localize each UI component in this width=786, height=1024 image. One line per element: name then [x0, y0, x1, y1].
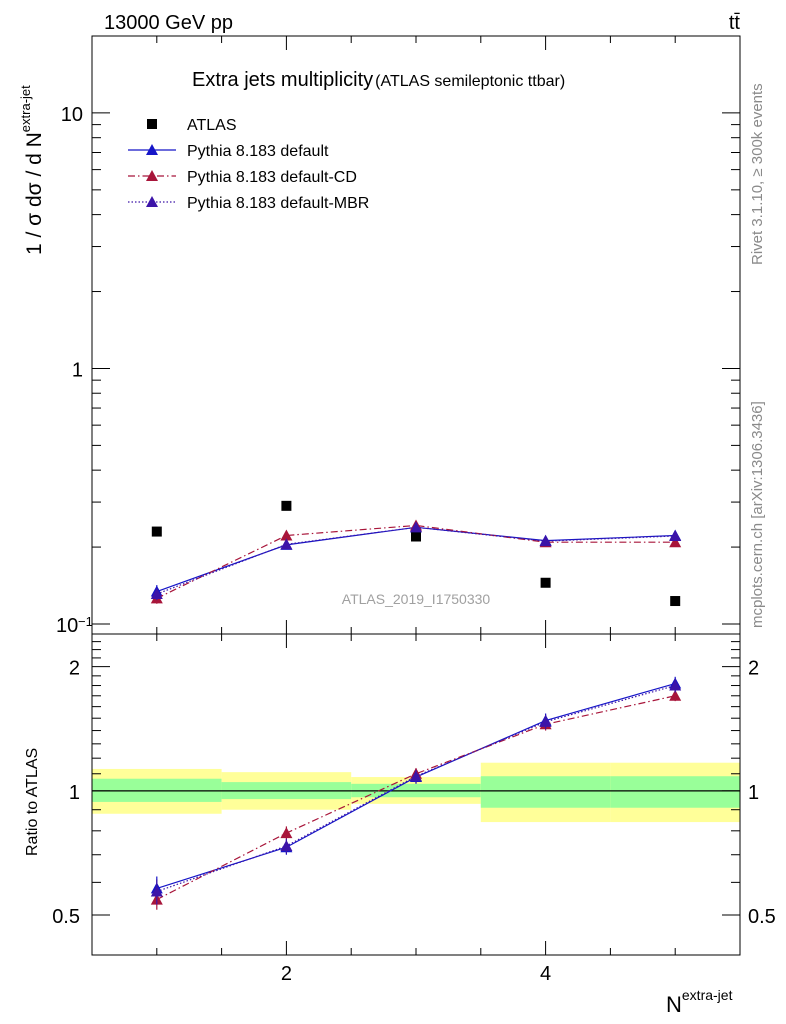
x-axis-label-sup: extra-jet [682, 987, 733, 1003]
ratio-data-point [669, 689, 682, 701]
process-label: tt̄ [729, 12, 741, 34]
data-point [539, 535, 552, 547]
x-axis-label: Nextra-jet [666, 987, 733, 1017]
data-point [151, 526, 162, 537]
data-point [280, 529, 293, 541]
legend-marker [147, 119, 157, 129]
legend-label: Pythia 8.183 default-MBR [187, 195, 369, 212]
chart-title-main: Extra jets multiplicity [192, 69, 373, 91]
legend-label: Pythia 8.183 default-CD [187, 169, 357, 186]
ratio-data-point [280, 827, 293, 839]
data-point [540, 577, 551, 588]
mcplots-label: mcplots.cern.ch [arXiv:1306.3436] [749, 401, 766, 628]
ratio-y-tick-label-right-1: 1 [748, 782, 759, 804]
y-tick-label-0.1-exp: −1 [78, 614, 93, 629]
legend-marker [146, 170, 158, 181]
legend-marker [146, 196, 158, 207]
ratio-data-point [150, 885, 163, 897]
main-y-axis-label-text: 1 / σ dσ / d N [23, 132, 46, 255]
main-y-axis-label-sup: extra-jet [18, 85, 33, 132]
legend-entry-4: Pythia 8.183 default-MBR [128, 195, 369, 212]
ratio-series-line [156, 695, 676, 901]
data-point [669, 536, 682, 548]
energy-label: 13000 GeV pp [104, 12, 233, 34]
data-point [670, 596, 681, 607]
series-1 [151, 500, 681, 607]
data-point [411, 531, 421, 542]
y-tick-label-10: 10 [61, 104, 83, 126]
data-point [410, 521, 422, 533]
ratio-y-tick-label-2: 2 [69, 658, 80, 680]
chart-title: Extra jets multiplicity (ATLAS semilepton… [192, 69, 565, 91]
ratio-series-3 [150, 678, 682, 905]
ratio-plot: 2 4 2 2 1 1 0.5 0.5 [52, 633, 776, 985]
series-4 [150, 521, 682, 601]
ratio-data-point [280, 840, 293, 852]
x-tick-label-4: 4 [540, 963, 551, 985]
analysis-watermark: ATLAS_2019_I1750330 [342, 591, 491, 607]
data-point [669, 529, 682, 541]
ratio-y-axis-label: Ratio to ATLAS [24, 748, 41, 856]
y-tick-label-1: 1 [72, 359, 83, 381]
ratio-y-tick-label-0.5: 0.5 [52, 906, 80, 928]
ratio-data-point [539, 715, 552, 727]
main-y-axis-label: 1 / σ dσ / d Nextra-jet [18, 85, 46, 255]
legend: ATLAS Pythia 8.183 default Pythia 8.183 de… [128, 117, 369, 212]
x-tick-label-2: 2 [281, 963, 292, 985]
ratio-y-tick-label-1: 1 [69, 782, 80, 804]
rivet-label: Rivet 3.1.10, ≥ 300k events [749, 83, 766, 265]
stat-band-bin-5 [610, 776, 740, 808]
stat-band-bin-4 [480, 776, 611, 808]
legend-entry-2: Pythia 8.183 default [128, 143, 329, 160]
legend-entry-3: Pythia 8.183 default-CD [128, 169, 357, 186]
ratio-data-point [410, 770, 422, 782]
legend-marker [146, 144, 158, 155]
ratio-y-tick-label-right-0.5: 0.5 [748, 906, 776, 928]
chart-subtitle: (ATLAS semileptonic ttbar) [375, 73, 565, 90]
ratio-y-tick-label-right-2: 2 [748, 658, 759, 680]
data-point [281, 500, 292, 511]
legend-label: Pythia 8.183 default [187, 143, 329, 160]
y-tick-label-0.1: 10 [56, 615, 78, 637]
ratio-data-point [669, 679, 682, 691]
legend-entry-1: ATLAS [147, 117, 237, 134]
data-point [280, 538, 293, 550]
data-point [150, 588, 163, 600]
legend-label: ATLAS [187, 117, 237, 134]
x-axis-label-text: N [666, 992, 682, 1017]
